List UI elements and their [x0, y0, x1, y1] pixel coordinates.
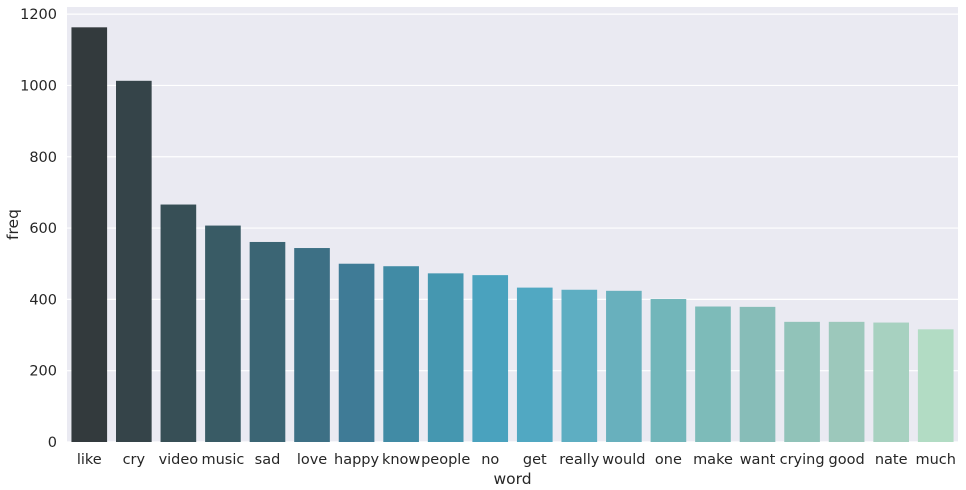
y-tick-label: 800	[29, 150, 57, 166]
plot-background	[67, 7, 958, 442]
bar-really	[561, 289, 598, 442]
bar-love	[294, 248, 330, 442]
y-tick-label: 400	[29, 292, 57, 308]
bar-people	[427, 273, 464, 442]
y-tick-labels: 0 200 400 600 800 1000 1200	[20, 7, 57, 451]
bar-nate	[873, 322, 909, 442]
x-tick-label: video	[159, 452, 199, 468]
bar-like	[71, 27, 108, 443]
x-tick-label: want	[740, 452, 776, 468]
x-tick-label: happy	[334, 452, 379, 468]
x-tick-label: really	[559, 452, 600, 468]
x-tick-label: good	[829, 452, 865, 468]
y-tick-label: 1200	[20, 7, 57, 23]
bar-video	[160, 204, 197, 442]
x-tick-label: cry	[123, 452, 146, 468]
y-axis-label: freq	[4, 209, 22, 240]
bar-get	[516, 287, 553, 442]
bar-one	[650, 299, 687, 442]
bar-cry	[116, 80, 152, 443]
x-tick-label: sad	[255, 452, 281, 468]
x-tick-label: nate	[875, 452, 908, 468]
y-tick-label: 0	[48, 435, 57, 451]
x-tick-label: people	[421, 452, 470, 468]
bar-much	[917, 329, 954, 442]
x-tick-label: get	[523, 452, 547, 468]
y-tick-label: 1000	[20, 78, 57, 94]
x-tick-labels: like cry video music sad love happy know people n…	[77, 452, 956, 468]
x-tick-label: one	[655, 452, 682, 468]
x-tick-label: much	[915, 452, 955, 468]
bar-want	[739, 306, 776, 442]
x-tick-label: would	[602, 452, 645, 468]
y-tick-label: 200	[29, 364, 57, 380]
bar-know	[383, 266, 419, 442]
x-axis-label: word	[493, 470, 531, 488]
bar-crying	[784, 321, 820, 442]
bar-make	[695, 306, 731, 442]
bar-music	[205, 225, 241, 442]
bar-would	[606, 290, 642, 442]
bars	[71, 27, 954, 443]
x-tick-label: music	[201, 452, 244, 468]
x-tick-label: crying	[780, 452, 825, 468]
x-tick-label: love	[297, 452, 327, 468]
x-tick-label: like	[77, 452, 102, 468]
bar-sad	[249, 241, 286, 442]
y-tick-label: 600	[29, 221, 57, 237]
x-tick-label: no	[481, 452, 499, 468]
bar-no	[472, 275, 509, 442]
x-tick-label: make	[693, 452, 733, 468]
x-tick-label: know	[382, 452, 420, 468]
bar-good	[828, 321, 865, 442]
bar-happy	[338, 263, 375, 442]
